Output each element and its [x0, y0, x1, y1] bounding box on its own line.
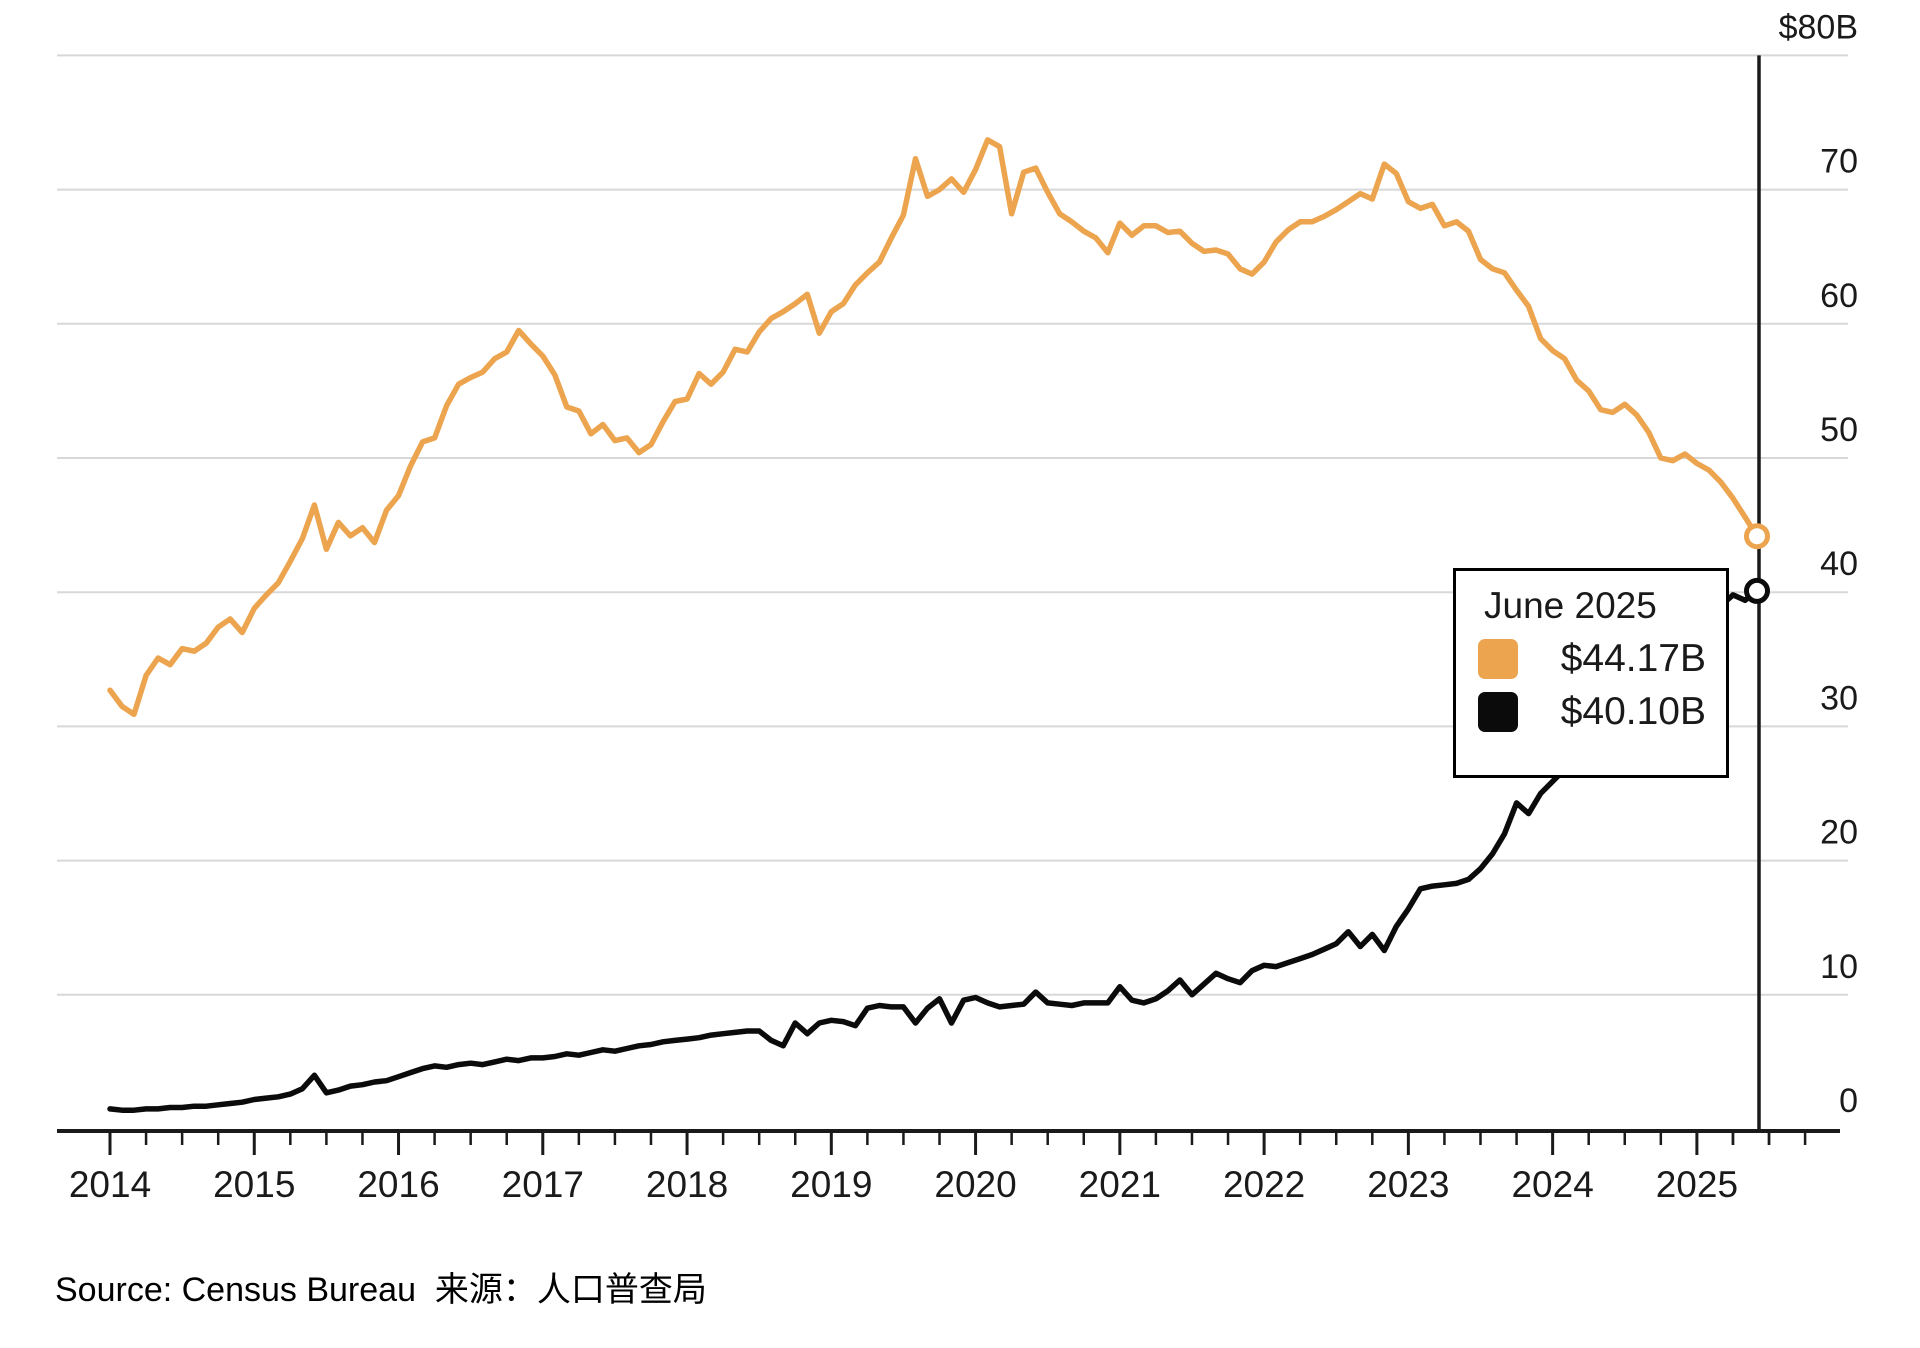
y-axis-label: 0	[1839, 1082, 1858, 1120]
x-axis-label: 2025	[1656, 1164, 1738, 1205]
endpoint-marker-black-series	[1744, 577, 1770, 604]
legend-row-orange: $44.17B	[1478, 637, 1706, 681]
series-line-black-series	[107, 588, 1760, 1113]
legend-value-black: $40.10B	[1560, 689, 1706, 733]
x-axis-label: 2018	[646, 1164, 728, 1205]
legend-callout: June 2025 $44.17B $40.10B	[1453, 568, 1729, 778]
x-axis-label: 2017	[502, 1164, 584, 1205]
x-axis-label: 2022	[1223, 1164, 1305, 1205]
y-axis-label: 40	[1820, 545, 1858, 583]
y-axis-label: 30	[1820, 679, 1858, 717]
black-series-swatch-icon	[1478, 691, 1518, 732]
y-axis-label: $80B	[1779, 8, 1858, 46]
y-axis-label: 70	[1820, 143, 1858, 181]
source-note: Source: Census Bureau 来源：人口普查局	[55, 1271, 707, 1309]
endpoint-marker-orange-series	[1744, 523, 1770, 550]
x-axis-label: 2023	[1367, 1164, 1449, 1205]
x-axis-label: 2016	[357, 1164, 439, 1205]
orange-series-swatch-icon	[1478, 638, 1518, 679]
y-axis-label: 50	[1820, 411, 1858, 449]
x-axis-label: 2021	[1079, 1164, 1161, 1205]
x-axis-label: 2019	[790, 1164, 872, 1205]
x-axis-label: 2015	[213, 1164, 295, 1205]
y-axis-label: 60	[1820, 277, 1858, 315]
x-axis-label: 2020	[934, 1164, 1016, 1205]
x-axis-label: 2014	[69, 1164, 151, 1205]
y-axis-label: 10	[1820, 948, 1858, 986]
legend-value-orange: $44.17B	[1560, 636, 1706, 680]
series-line-orange-series	[107, 137, 1760, 718]
y-axis-label: 20	[1820, 814, 1858, 852]
x-axis-label: 2024	[1511, 1164, 1593, 1205]
legend-title: June 2025	[1484, 585, 1657, 626]
legend-row-black: $40.10B	[1478, 690, 1706, 734]
